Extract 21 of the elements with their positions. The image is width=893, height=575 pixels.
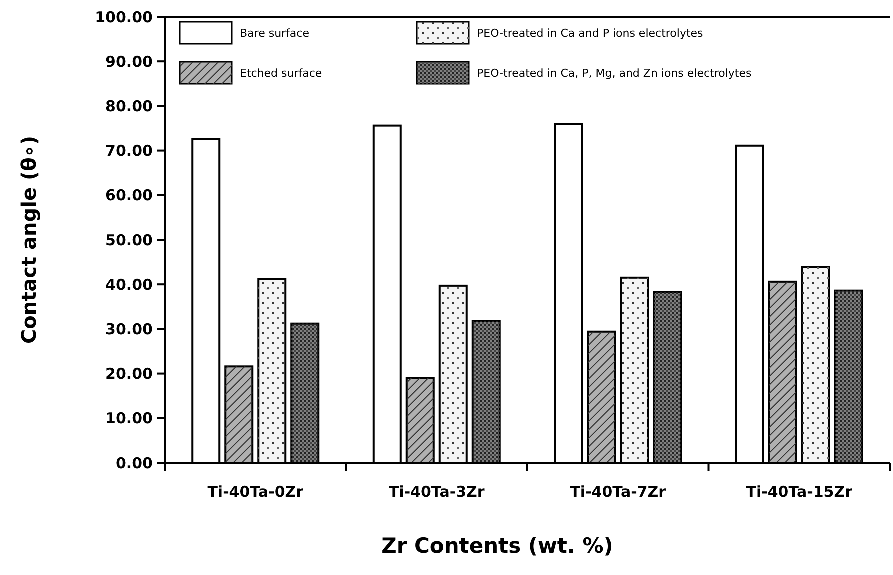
x-tick-label: Ti-40Ta-3Zr <box>388 483 486 501</box>
y-tick-label: 40.00 <box>106 276 153 294</box>
y-tick-label: 20.00 <box>106 365 153 384</box>
legend-label: Etched surface <box>240 66 322 80</box>
y-tick-label: 80.00 <box>106 97 153 116</box>
y-tick-label: 100.00 <box>95 8 153 26</box>
y-tick-label: 90.00 <box>106 52 153 71</box>
y-tick-label: 0.00 <box>116 454 153 472</box>
y-tick-label: 10.00 <box>106 410 153 428</box>
legend-label: PEO-treated in Ca and P ions electrolytes <box>477 26 704 40</box>
x-tick-label: Ti-40Ta-7Zr <box>570 483 667 501</box>
legend-label: PEO-treated in Ca, P, Mg, and Zn ions electrolytes <box>477 66 752 80</box>
y-tick-label: 50.00 <box>106 231 153 250</box>
x-tick-label: Ti-40Ta-0Zr <box>208 483 304 501</box>
x-axis-title: Zr Contents (wt. %) <box>382 534 614 558</box>
legend-label: Bare surface <box>240 26 310 40</box>
y-tick-label: 70.00 <box>106 142 153 160</box>
y-axis-title: Contact angle (θ∘) <box>17 136 41 344</box>
y-tick-label: 60.00 <box>106 186 153 205</box>
y-tick-label: 30.00 <box>106 320 153 338</box>
x-tick-label: Ti-40Ta-15Zr <box>746 483 854 501</box>
